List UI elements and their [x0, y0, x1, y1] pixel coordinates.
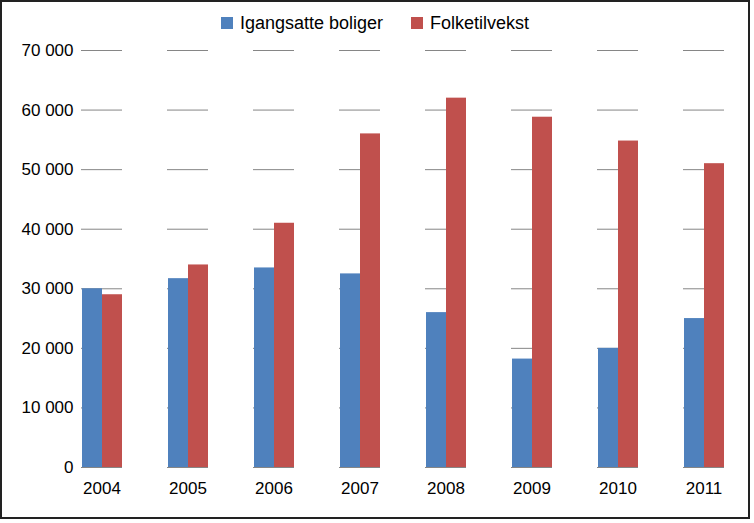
- svg-text:2009: 2009: [513, 479, 551, 498]
- html-text:Igangsatte boliger: Igangsatte boliger: [239, 12, 383, 33]
- svg-text:2005: 2005: [169, 479, 207, 498]
- svg-text:2004: 2004: [83, 479, 121, 498]
- svg-text:30 000: 30 000: [22, 279, 74, 298]
- svg-text:2010: 2010: [599, 479, 637, 498]
- svg-text:10 000: 10 000: [22, 398, 74, 417]
- svg-text:2011: 2011: [686, 479, 723, 498]
- svg-text:40 000: 40 000: [22, 220, 74, 239]
- svg-text:2008: 2008: [427, 479, 465, 498]
- svg-text:2006: 2006: [255, 479, 293, 498]
- svg-text:0: 0: [64, 458, 73, 477]
- svg-text:60 000: 60 000: [22, 101, 74, 120]
- svg-text:70 000: 70 000: [22, 41, 74, 60]
- svg-text:50 000: 50 000: [22, 160, 74, 179]
- svg-text:20 000: 20 000: [22, 339, 74, 358]
- svg-text:2007: 2007: [341, 479, 379, 498]
- html-text:Folketilvekst: Folketilvekst: [430, 12, 530, 33]
